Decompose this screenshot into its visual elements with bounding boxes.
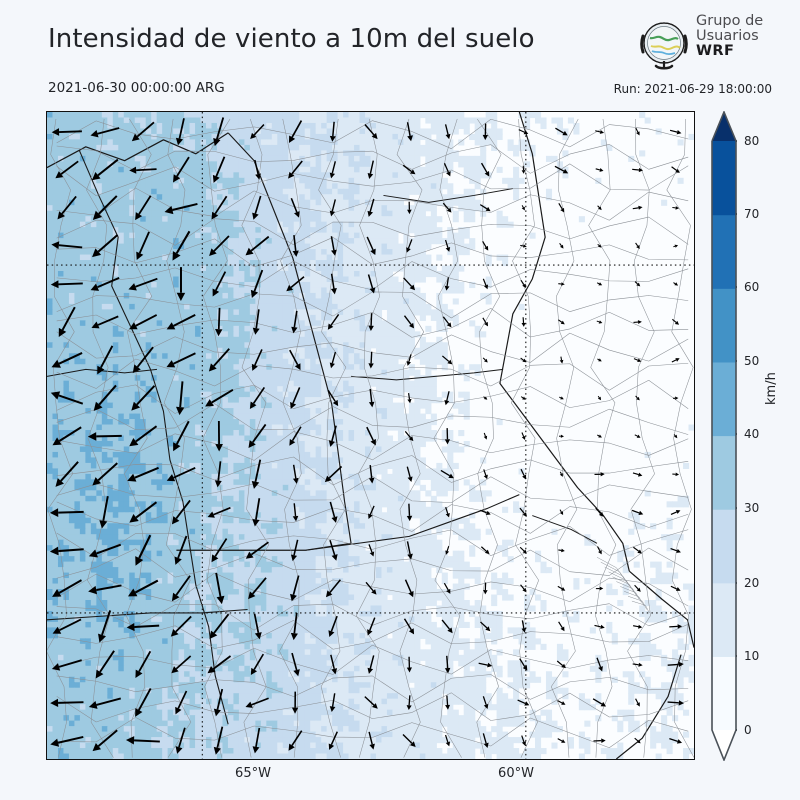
globe-emblem-icon [636, 16, 692, 72]
colorbar-tick-40: 40 [744, 427, 760, 441]
colorbar-tick-30: 30 [744, 501, 760, 515]
logo-line-3: WRF [696, 43, 735, 60]
run-time-label: Run: 2021-06-29 18:00:00 [613, 82, 772, 96]
x-axis-tick-label-1: 60°W [498, 766, 534, 781]
wind-speed-field [47, 112, 694, 759]
valid-time-label: 2021-06-30 00:00:00 ARG [48, 80, 225, 96]
colorbar-tick-80: 80 [744, 134, 760, 148]
colorbar-tick-60: 60 [744, 280, 760, 294]
page-title: Intensidad de viento a 10m del suelo [48, 24, 535, 54]
colorbar-tick-10: 10 [744, 649, 760, 663]
colorbar [711, 111, 737, 761]
logo-line-1: Grupo de [696, 13, 764, 29]
map-plot-area [46, 111, 695, 760]
logo-line-2: Usuarios [696, 28, 759, 45]
wrf-user-group-logo: Grupo de Usuarios WRF [636, 13, 796, 74]
colorbar-tick-70: 70 [744, 207, 760, 221]
colorbar-tick-50: 50 [744, 354, 760, 368]
x-axis-tick-label-0: 65°W [235, 766, 271, 781]
colorbar-tick-20: 20 [744, 576, 760, 590]
colorbar-unit-label: km/h [764, 372, 779, 405]
colorbar-tick-0: 0 [744, 723, 752, 737]
